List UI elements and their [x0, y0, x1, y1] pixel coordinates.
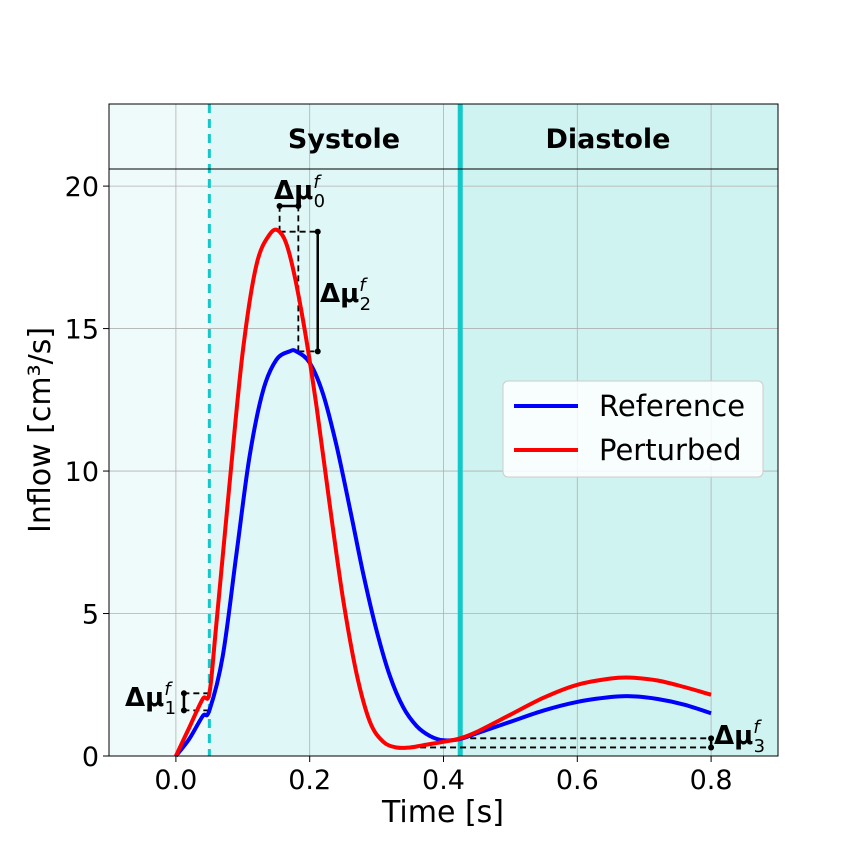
phase-markers [207, 104, 463, 756]
y-tick-label: 5 [82, 600, 99, 631]
x-tick-label: 0.8 [690, 765, 733, 796]
annotation-1-end [180, 707, 187, 714]
annotation-3-end [708, 735, 715, 742]
perturbed-series-line [174, 227, 712, 757]
annotation-3-end [708, 744, 715, 751]
x-tick-label: 0.4 [422, 765, 465, 796]
y-tick-label: 15 [65, 315, 99, 346]
y-axis-label: Inflow [cm³/s] [23, 327, 58, 533]
annotation-0-end [276, 203, 283, 210]
annotation-label-0: Δμf 0 [274, 172, 325, 212]
y-tick-label: 0 [82, 742, 99, 773]
phase-header: Systole Diastole [109, 124, 778, 170]
y-tick-label: 10 [65, 457, 99, 488]
annotation-label-1: Δμf 1 [125, 679, 176, 719]
annotation-1-end [180, 690, 187, 697]
x-tick-label: 0.2 [288, 765, 331, 796]
pre-phase-band [109, 104, 210, 756]
legend-label-0: Reference [599, 389, 745, 423]
annotation-0-end [295, 203, 302, 210]
series-lines [174, 227, 712, 758]
x-tick-label: 0.0 [154, 765, 197, 796]
annotation-label-3: Δμf 3 [714, 717, 765, 757]
annotation-guides [180, 203, 715, 751]
x-tick-label: 0.6 [556, 765, 599, 796]
annotation-labels: Δμf 0 Δμf 1 Δμf 2 Δμf 3 [125, 172, 765, 757]
annotation-label-2: Δμf 2 [320, 275, 371, 315]
systole-label: Systole [288, 124, 400, 155]
annotation-2-end [314, 348, 321, 355]
diastole-label: Diastole [546, 124, 671, 155]
x-axis-label: Time [s] [381, 795, 504, 830]
y-tick-label: 20 [65, 172, 99, 203]
annotation-2-end [314, 228, 321, 235]
legend: Reference Perturbed [502, 380, 764, 478]
reference-series-line [174, 348, 712, 758]
legend-label-1: Perturbed [599, 433, 742, 467]
tick-labels: 0.0 0.2 0.4 0.6 0.8 0 5 10 15 20 [65, 172, 733, 796]
